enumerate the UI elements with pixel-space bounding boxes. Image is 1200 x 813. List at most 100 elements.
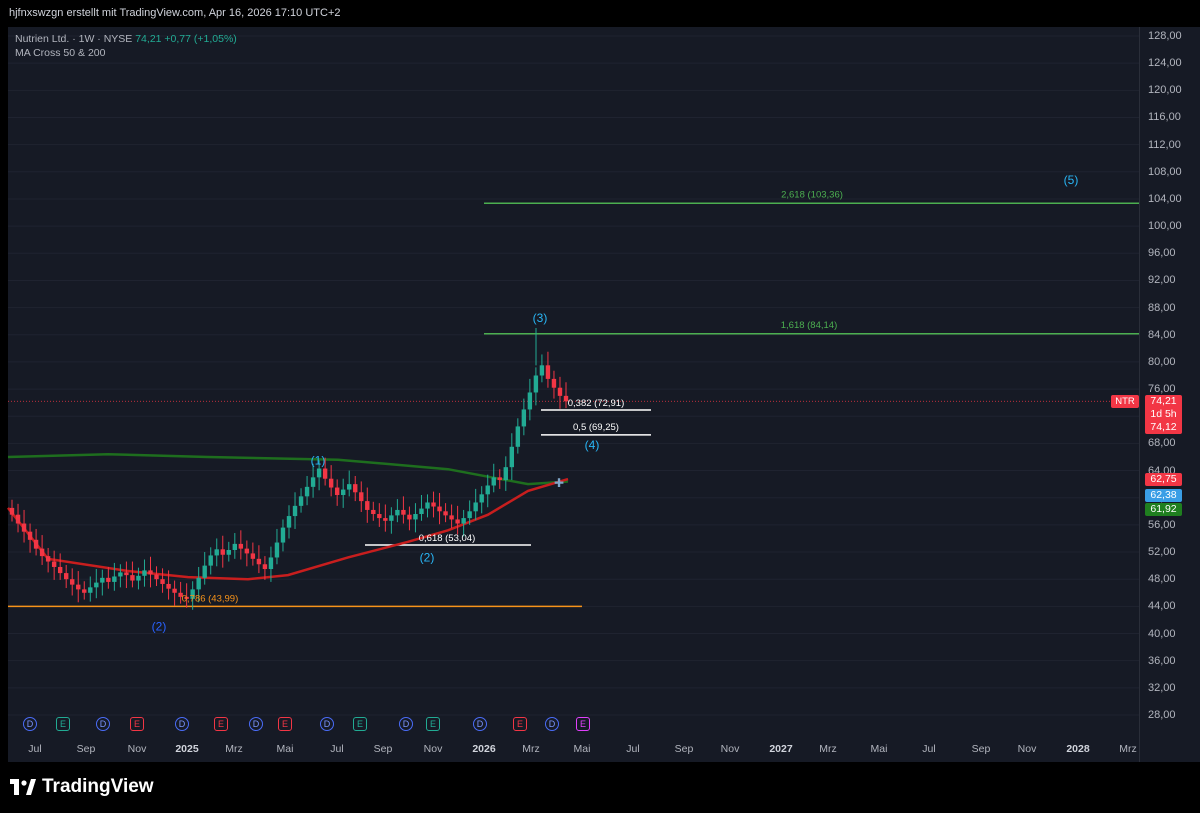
candle-body [389,515,394,521]
x-tick-label: Mai [870,743,888,755]
earnings-event-marker[interactable]: E [130,717,144,731]
candle-body [124,572,129,576]
x-tick-label: Nov [720,743,740,755]
y-tick-label: 28,00 [1148,709,1176,721]
bid-price-value: 74,12 [1150,420,1177,433]
dividend-event-marker[interactable]: D [320,717,334,731]
dividend-event-marker[interactable]: D [175,717,189,731]
x-tick-label: Jul [626,743,640,755]
x-tick-label: Sep [674,743,694,755]
candle-body [268,557,274,570]
candle-body [286,516,292,528]
ma-200-line [7,453,569,486]
candle-body [413,514,418,520]
last-price-badge: 74,21 1d 5h 74,12 [1145,394,1182,434]
ma-price-badge: 62,38 [1145,488,1182,502]
candle-body [497,477,502,481]
elliott-wave-label: (4) [585,438,600,452]
candle-body [551,378,557,388]
elliott-wave-label: (2) [152,620,167,634]
dividend-event-marker[interactable]: D [249,717,263,731]
candle-body [521,409,527,427]
candle-body [455,519,460,524]
symbol-axis-badge: NTR [1111,394,1139,408]
y-tick-label: 52,00 [1148,546,1176,559]
earnings-event-marker[interactable]: E [278,717,292,731]
candle-body [347,484,352,490]
candle-body [509,446,515,468]
x-tick-label: Jul [330,743,344,755]
candle-body [310,477,316,487]
candle-body [33,539,39,549]
dividend-event-marker[interactable]: D [399,717,413,731]
candle-body [82,589,87,593]
x-tick-label: Mrz [225,743,243,755]
symbol-legend[interactable]: Nutrien Ltd. · 1W · NYSE 74,21 +0,77 (+1… [15,33,237,45]
candle-body [515,426,521,447]
candle-body [88,587,93,593]
candle-body [473,502,478,512]
earnings-event-marker[interactable]: E [353,717,367,731]
x-tick-label: Mai [573,743,591,755]
x-tick-label: Jul [28,743,42,755]
candle-body [250,553,256,559]
earnings-event-marker[interactable]: E [576,717,590,731]
candle-body [154,574,159,580]
elliott-wave-label: (3) [533,311,548,325]
candle-body [21,523,27,532]
y-tick-label: 120,00 [1148,84,1182,97]
candle-body [100,577,105,583]
candle-body [106,577,111,582]
y-tick-label: 112,00 [1148,138,1181,151]
candle-body [238,543,244,549]
candle-body [443,511,448,516]
candle-body [274,542,280,558]
candle-body [172,588,177,593]
dividend-event-marker[interactable]: D [473,717,487,731]
earnings-event-marker[interactable]: E [56,717,70,731]
candle-body [136,575,141,581]
earnings-event-marker[interactable]: E [513,717,527,731]
dividend-event-marker[interactable]: D [545,717,559,731]
candle-body [39,548,45,557]
candle-body [322,468,328,479]
fib-label: 0,618 (53,04) [419,533,476,544]
candle-body [491,477,496,486]
x-tick-label: Sep [76,743,96,755]
indicator-legend[interactable]: MA Cross 50 & 200 [15,47,106,59]
x-tick-label: Nov [127,743,147,755]
candle-body [437,506,442,512]
candle-body [63,573,69,580]
y-tick-label: 80,00 [1148,355,1176,368]
candle-body [142,570,147,576]
y-tick-label: 76,00 [1148,383,1176,396]
x-tick-label: Sep [971,743,991,755]
price-axis[interactable] [1139,27,1200,762]
y-tick-label: 124,00 [1148,57,1182,70]
candle-body [377,514,382,519]
y-tick-label: 100,00 [1148,220,1182,233]
candle-body [545,365,551,379]
candle-body [178,592,183,597]
candle-body [190,589,195,599]
earnings-event-marker[interactable]: E [214,717,228,731]
dividend-event-marker[interactable]: D [96,717,110,731]
candle-body [503,467,508,481]
y-tick-label: 88,00 [1148,301,1176,314]
tradingview-logo-icon [10,779,36,795]
x-tick-label: Mrz [819,743,837,755]
chart-panel[interactable] [8,27,1146,762]
dividend-event-marker[interactable]: D [23,717,37,731]
candle-body [160,579,165,584]
y-tick-label: 32,00 [1148,681,1176,694]
earnings-event-marker[interactable]: E [426,717,440,731]
y-tick-label: 92,00 [1148,274,1176,287]
candle-body [70,579,75,585]
candle-body [359,492,364,502]
tradingview-logo[interactable]: TradingView [10,776,154,798]
x-tick-label: Jul [922,743,936,755]
x-tick-label: Nov [423,743,443,755]
candle-body [365,501,370,510]
x-tick-label: 2025 [175,743,199,755]
